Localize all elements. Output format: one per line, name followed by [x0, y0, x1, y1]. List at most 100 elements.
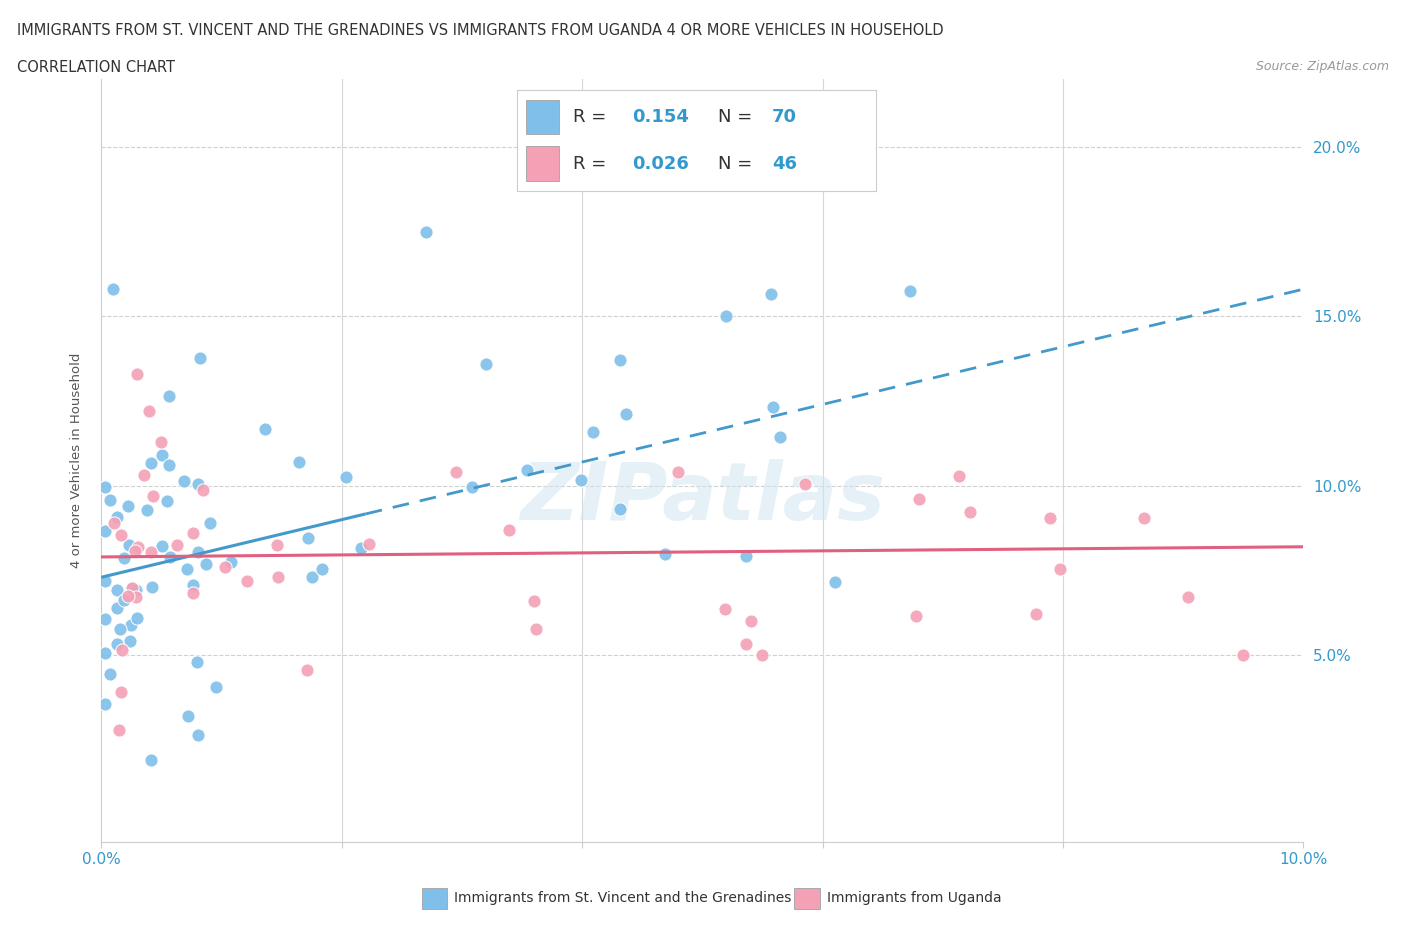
Point	[1232, 648, 1254, 663]
Point	[124, 543, 146, 558]
Point	[187, 544, 209, 559]
Point	[125, 610, 148, 625]
Point	[125, 582, 148, 597]
Point	[135, 503, 157, 518]
Point	[609, 353, 631, 368]
Point	[288, 454, 311, 469]
Point	[103, 282, 125, 297]
Point	[105, 582, 128, 597]
Point	[735, 636, 758, 651]
Point	[959, 505, 981, 520]
Point	[110, 684, 132, 699]
Point	[214, 560, 236, 575]
Point	[762, 400, 785, 415]
Y-axis label: 4 or more Vehicles in Household: 4 or more Vehicles in Household	[70, 352, 83, 568]
Point	[105, 510, 128, 525]
FancyBboxPatch shape	[526, 100, 558, 135]
Point	[188, 351, 211, 365]
Point	[219, 554, 242, 569]
Point	[181, 578, 204, 592]
Point	[103, 516, 125, 531]
Point	[948, 468, 970, 483]
Point	[524, 621, 547, 636]
Point	[166, 538, 188, 552]
Text: 0.154: 0.154	[633, 108, 689, 126]
Text: Immigrants from St. Vincent and the Grenadines: Immigrants from St. Vincent and the Gren…	[454, 891, 792, 906]
Point	[173, 473, 195, 488]
Point	[187, 728, 209, 743]
Point	[186, 655, 208, 670]
Text: N =: N =	[718, 108, 758, 126]
Point	[582, 425, 605, 440]
Point	[141, 752, 163, 767]
Point	[117, 498, 139, 513]
Text: ZIPat​las: ZIPat​las	[520, 459, 884, 538]
Point	[898, 284, 921, 299]
Point	[1177, 590, 1199, 604]
Point	[198, 515, 221, 530]
Point	[94, 524, 117, 538]
Point	[793, 476, 815, 491]
Point	[108, 723, 131, 737]
Point	[139, 545, 162, 560]
Point	[266, 538, 288, 552]
Point	[94, 480, 117, 495]
Point	[117, 589, 139, 604]
Point	[156, 494, 179, 509]
Point	[444, 465, 467, 480]
Point	[205, 679, 228, 694]
Point	[138, 404, 160, 418]
Point	[1049, 561, 1071, 576]
Point	[120, 634, 142, 649]
Point	[907, 492, 929, 507]
Text: 70: 70	[772, 108, 797, 126]
Point	[569, 472, 592, 487]
Point	[523, 594, 546, 609]
Point	[177, 709, 200, 724]
Point	[714, 601, 737, 616]
Point	[125, 590, 148, 604]
Point	[94, 645, 117, 660]
Point	[142, 488, 165, 503]
Point	[132, 468, 155, 483]
Point	[460, 479, 482, 494]
Text: Immigrants from Uganda: Immigrants from Uganda	[827, 891, 1001, 906]
Point	[357, 537, 380, 551]
Point	[498, 523, 520, 538]
Point	[98, 667, 121, 682]
Point	[195, 557, 218, 572]
Point	[111, 643, 134, 658]
Point	[751, 648, 773, 663]
Point	[301, 569, 323, 584]
Point	[267, 570, 290, 585]
Point	[117, 538, 139, 552]
Point	[105, 600, 128, 615]
FancyBboxPatch shape	[526, 146, 558, 180]
Point	[127, 539, 149, 554]
Point	[121, 581, 143, 596]
Point	[297, 662, 319, 677]
Point	[654, 546, 676, 561]
Point	[350, 540, 373, 555]
Text: 0.026: 0.026	[633, 154, 689, 173]
Point	[114, 551, 136, 565]
Text: Source: ZipAtlas.com: Source: ZipAtlas.com	[1256, 60, 1389, 73]
Text: R =: R =	[574, 154, 612, 173]
Point	[159, 550, 181, 565]
Point	[94, 697, 117, 711]
Point	[768, 429, 790, 444]
Point	[193, 482, 215, 497]
Point	[152, 538, 174, 553]
Point	[157, 389, 180, 404]
Point	[1039, 511, 1062, 525]
Point	[904, 608, 927, 623]
Point	[740, 614, 762, 629]
Point	[235, 574, 257, 589]
Point	[120, 618, 142, 632]
Point	[121, 580, 143, 595]
Text: R =: R =	[574, 108, 612, 126]
Point	[824, 575, 846, 590]
Point	[187, 477, 209, 492]
Text: N =: N =	[718, 154, 758, 173]
Point	[112, 593, 135, 608]
